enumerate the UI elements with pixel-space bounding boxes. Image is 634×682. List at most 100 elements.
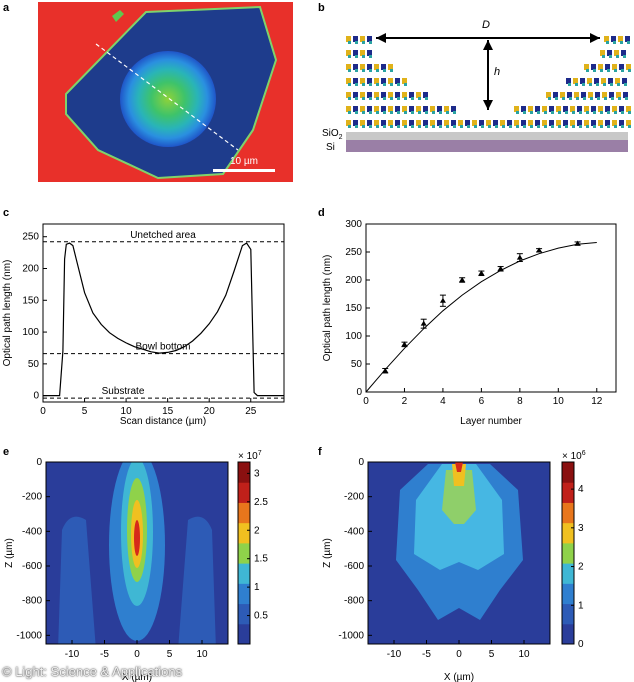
graphene-atom (551, 125, 554, 128)
graphene-atom (605, 64, 610, 70)
y-tick-label: 200 (345, 275, 362, 286)
graphene-atom (595, 92, 600, 98)
graphene-atom (586, 125, 589, 128)
x-tick-label: 10 (196, 649, 208, 660)
graphene-atom (402, 120, 407, 126)
graphene-atom (451, 106, 456, 112)
graphene-atom (451, 120, 456, 126)
graphene-atom (383, 83, 386, 86)
graphene-atom (425, 97, 428, 100)
graphene-atom (404, 83, 407, 86)
graphene-atom (546, 92, 551, 98)
graphene-atom (596, 83, 599, 86)
graphene-atom (622, 78, 627, 84)
graphene-atom (601, 78, 606, 84)
colorbar-segment (238, 482, 250, 503)
graphene-atom (388, 120, 393, 126)
graphene-atom (560, 92, 565, 98)
data-point (401, 341, 408, 347)
colorbar-segment (562, 623, 574, 645)
beam-peak (455, 462, 463, 472)
graphene-atom (509, 125, 512, 128)
graphene-atom (624, 83, 627, 86)
panel-e-chart: -10 -5 0 5 10 0 -200 -400 -600 -800 -1000 0.5 1 1.5 2 2… (4, 450, 268, 682)
graphene-atom (514, 106, 519, 112)
graphene-atom (411, 111, 414, 114)
graphene-atom (388, 92, 393, 98)
graphene-atom (467, 125, 470, 128)
scale-bar (213, 169, 275, 172)
graphene-atom (493, 120, 498, 126)
x-tick-label: -5 (422, 649, 431, 660)
graphene-atom (381, 78, 386, 84)
y-tick-label: -1000 (16, 630, 42, 641)
graphene-atom (609, 92, 614, 98)
graphene-atom (621, 111, 624, 114)
graphene-atom (348, 55, 351, 58)
graphene-atom (586, 111, 589, 114)
reference-line-label: Unetched area (130, 230, 196, 241)
side-lobe-right (178, 516, 216, 644)
graphene-atom (621, 50, 626, 56)
graphene-atom (548, 97, 551, 100)
graphene-atom (367, 78, 372, 84)
graphene-atom (626, 106, 631, 112)
y-tick-label: -200 (344, 492, 364, 503)
colorbar-exponent-label: × 107 (238, 450, 262, 462)
graphene-atom (404, 97, 407, 100)
graphene-atom (453, 111, 456, 114)
graphene-atom (612, 120, 617, 126)
graphene-atom (367, 120, 372, 126)
panel-d-chart: 0 2 4 6 8 10 12 0 50 100 150 200 250 300 Layer number… (322, 219, 617, 427)
y-tick-label: -600 (22, 561, 42, 572)
graphene-atom (353, 64, 358, 70)
data-point (536, 247, 543, 253)
graphene-atom (383, 125, 386, 128)
graphene-atom (367, 36, 372, 42)
graphene-atom (617, 83, 620, 86)
x-tick-label: 10 (553, 396, 565, 407)
graphene-atom (346, 64, 351, 70)
graphene-atom (562, 97, 565, 100)
graphene-atom (589, 83, 592, 86)
graphene-atom (348, 41, 351, 44)
graphene-atom (437, 106, 442, 112)
graphene-atom (355, 125, 358, 128)
graphene-layers (346, 36, 631, 128)
y-axis-title: Optical path length (nm) (2, 260, 13, 367)
x-tick-label: 0 (40, 406, 46, 417)
x-tick-label: -10 (65, 649, 80, 660)
graphene-atom (432, 111, 435, 114)
graphene-atom (551, 111, 554, 114)
graphene-atom (362, 97, 365, 100)
graphene-atom (572, 111, 575, 114)
etched-bowl (120, 51, 216, 147)
colorbar-exponent: 6 (582, 450, 586, 457)
data-point (382, 367, 389, 373)
graphene-atom (397, 97, 400, 100)
graphene-atom (579, 125, 582, 128)
graphene-atom (549, 120, 554, 126)
colorbar-frame (237, 461, 251, 645)
y-tick-label: 250 (345, 247, 362, 258)
graphene-atom (355, 41, 358, 44)
colorbar-tick-label: 2.5 (254, 497, 268, 508)
graphene-atom (425, 125, 428, 128)
graphene-atom (613, 41, 616, 44)
graphene-atom (388, 78, 393, 84)
graphene-atom (600, 125, 603, 128)
graphene-atom (588, 92, 593, 98)
graphene-atom (411, 97, 414, 100)
graphene-atom (353, 120, 358, 126)
colorbar-segment (238, 623, 250, 645)
y-tick-label: -1000 (338, 630, 364, 641)
graphene-atom (614, 69, 617, 72)
graphene-atom (362, 69, 365, 72)
beam-hot (452, 464, 466, 486)
colorbar-segment (238, 542, 250, 564)
graphene-atom (607, 50, 612, 56)
graphene-atom (430, 120, 435, 126)
sio2-layer (346, 132, 628, 140)
colorbar-segment (562, 563, 574, 584)
graphene-atom (598, 64, 603, 70)
